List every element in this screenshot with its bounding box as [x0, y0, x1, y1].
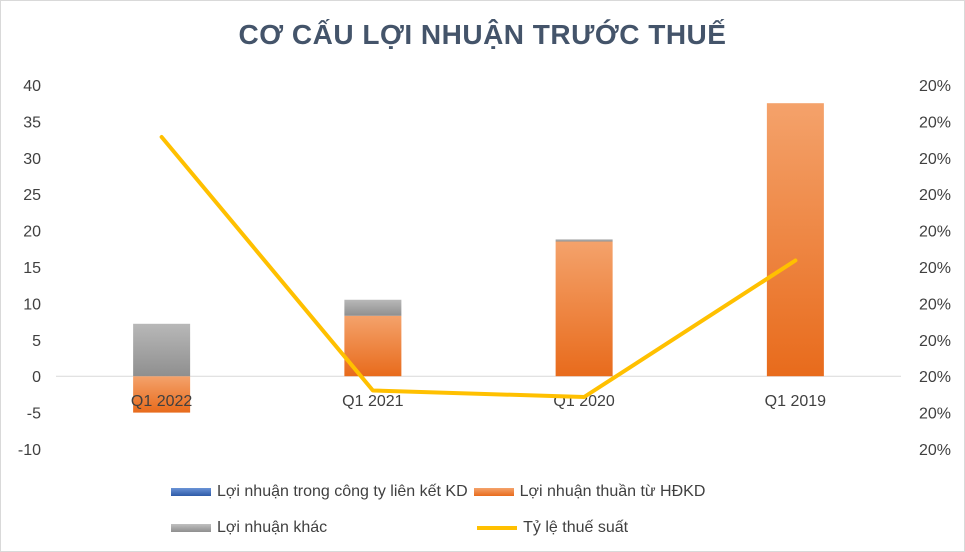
legend-swatch-blue — [171, 488, 211, 496]
y-axis-right: 20% 20% 20% 20% 20% 20% 20% 20% 20% 20% 20% — [919, 78, 951, 459]
legend-item-other: Lợi nhuận khác — [171, 519, 327, 537]
y2-tick-label: 20% — [919, 333, 951, 350]
bar-a5a5a5-0 — [133, 323, 191, 377]
y2-tick-label: 20% — [919, 406, 951, 423]
legend: Lợi nhuận trong công ty liên kết KD Lợi … — [171, 479, 791, 551]
y2-tick-label: 20% — [919, 442, 951, 459]
legend-label: Lợi nhuận thuần từ HĐKD — [519, 483, 706, 500]
y-tick-label: -5 — [27, 406, 41, 423]
bar-ed7d31-3 — [766, 103, 824, 377]
bar-series — [133, 103, 824, 413]
y2-tick-label: 20% — [919, 296, 951, 313]
y2-tick-label: 20% — [919, 369, 951, 386]
bar-a5a5a5-2 — [555, 239, 613, 242]
legend-label: Lợi nhuận trong công ty liên kết KD — [217, 483, 468, 500]
y-tick-label: 25 — [23, 187, 41, 204]
y-axis-left: 40 35 30 25 20 15 10 5 0 -5 -10 — [18, 78, 41, 459]
y2-tick-label: 20% — [919, 114, 951, 131]
y2-tick-label: 20% — [919, 187, 951, 204]
y-tick-label: 30 — [23, 151, 41, 168]
bar-ed7d31-0 — [133, 376, 191, 413]
legend-label: Lợi nhuận khác — [217, 519, 328, 536]
y2-tick-label: 20% — [919, 151, 951, 168]
y2-tick-label: 20% — [919, 224, 951, 241]
legend-swatch-gray — [171, 524, 211, 532]
legend-swatch-line — [477, 526, 518, 530]
y-tick-label: 0 — [32, 369, 41, 386]
y-tick-label: 5 — [32, 333, 41, 350]
y-tick-label: 15 — [23, 260, 41, 277]
chart-title: CƠ CẤU LỢI NHUẬN TRƯỚC THUẾ — [238, 19, 727, 50]
legend-item-tax-rate: Tỷ lệ thuế suất — [477, 519, 628, 537]
legend-swatch-orange — [473, 488, 514, 496]
x-category-label: Q1 2022 — [131, 393, 192, 410]
y-tick-label: 40 — [23, 78, 41, 95]
y2-tick-label: 20% — [919, 260, 951, 277]
y2-tick-label: 20% — [919, 78, 951, 95]
bar-ed7d31-2 — [555, 241, 613, 377]
legend-item-operating: Lợi nhuận thuần từ HĐKD — [473, 483, 706, 501]
legend-item-associate: Lợi nhuận trong công ty liên kết KD — [171, 483, 468, 501]
y-tick-label: -10 — [18, 442, 41, 459]
y-tick-label: 20 — [23, 224, 41, 241]
legend-label: Tỷ lệ thuế suất — [523, 519, 629, 536]
x-category-label: Q1 2019 — [765, 393, 826, 410]
x-category-label: Q1 2021 — [342, 393, 403, 410]
tax-rate-line — [159, 135, 798, 399]
y-tick-label: 35 — [23, 114, 41, 131]
y-tick-label: 10 — [23, 296, 41, 313]
bar-a5a5a5-1 — [344, 299, 402, 316]
